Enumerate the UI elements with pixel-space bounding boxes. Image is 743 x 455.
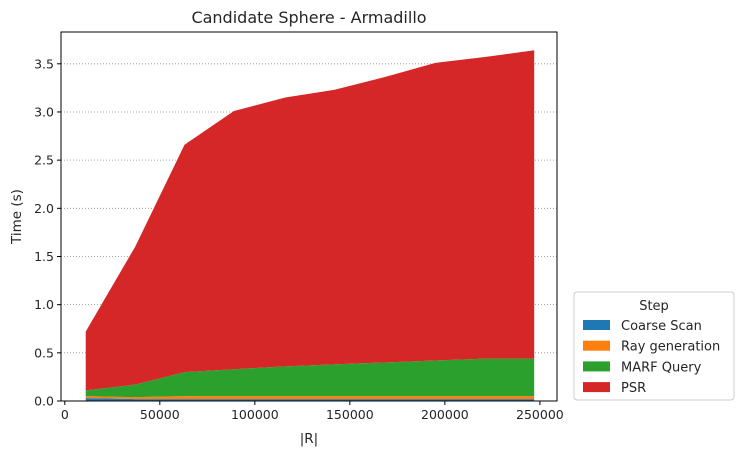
y-axis: 0.0 0.5 1.0 1.5 2.0 2.5 3.0 3.5 [34,56,61,409]
x-tick-label: 200000 [421,407,469,422]
x-tick-label: 250000 [516,407,564,422]
legend-title: Step [639,299,669,314]
stacked-areas [85,50,535,401]
y-tick-label: 1.0 [34,297,54,312]
y-axis-label: Time (s) [9,189,25,245]
area-coarse-scan [85,398,535,401]
legend: Step Coarse Scan Ray generation MARF Query… [573,291,735,401]
legend-swatch [583,361,610,372]
y-tick-label: 3.5 [34,56,54,71]
x-tick-label: 0 [61,407,69,422]
legend-entry: MARF Query [621,360,702,375]
y-tick-label: 2.5 [34,153,54,168]
y-tick-label: 0.0 [34,394,54,409]
area-marf-query [85,358,535,398]
legend-swatch [583,340,610,351]
legend-entry: Ray generation [621,340,720,355]
legend-entry: Coarse Scan [621,319,702,334]
x-axis: 0 50000 100000 150000 200000 250000 [61,401,564,422]
x-tick-label: 50000 [140,407,180,422]
x-tick-label: 100000 [231,407,279,422]
y-tick-label: 0.5 [34,345,54,360]
y-tick-label: 2.0 [34,201,54,216]
y-tick-label: 1.5 [34,249,54,264]
legend-items: Coarse Scan Ray generation MARF Query PSR [583,319,720,396]
legend-entry: PSR [621,381,646,396]
y-tick-label: 3.0 [34,104,54,119]
plot-frame [60,31,558,402]
legend-swatch [583,382,610,393]
area-psr [85,50,535,391]
x-axis-label: |R| [300,431,318,447]
x-tick-label: 150000 [326,407,374,422]
area-ray-generation [85,396,535,400]
chart-title: Candidate Sphere - Armadillo [191,8,426,27]
legend-box [573,291,735,401]
legend-swatch [583,320,610,330]
